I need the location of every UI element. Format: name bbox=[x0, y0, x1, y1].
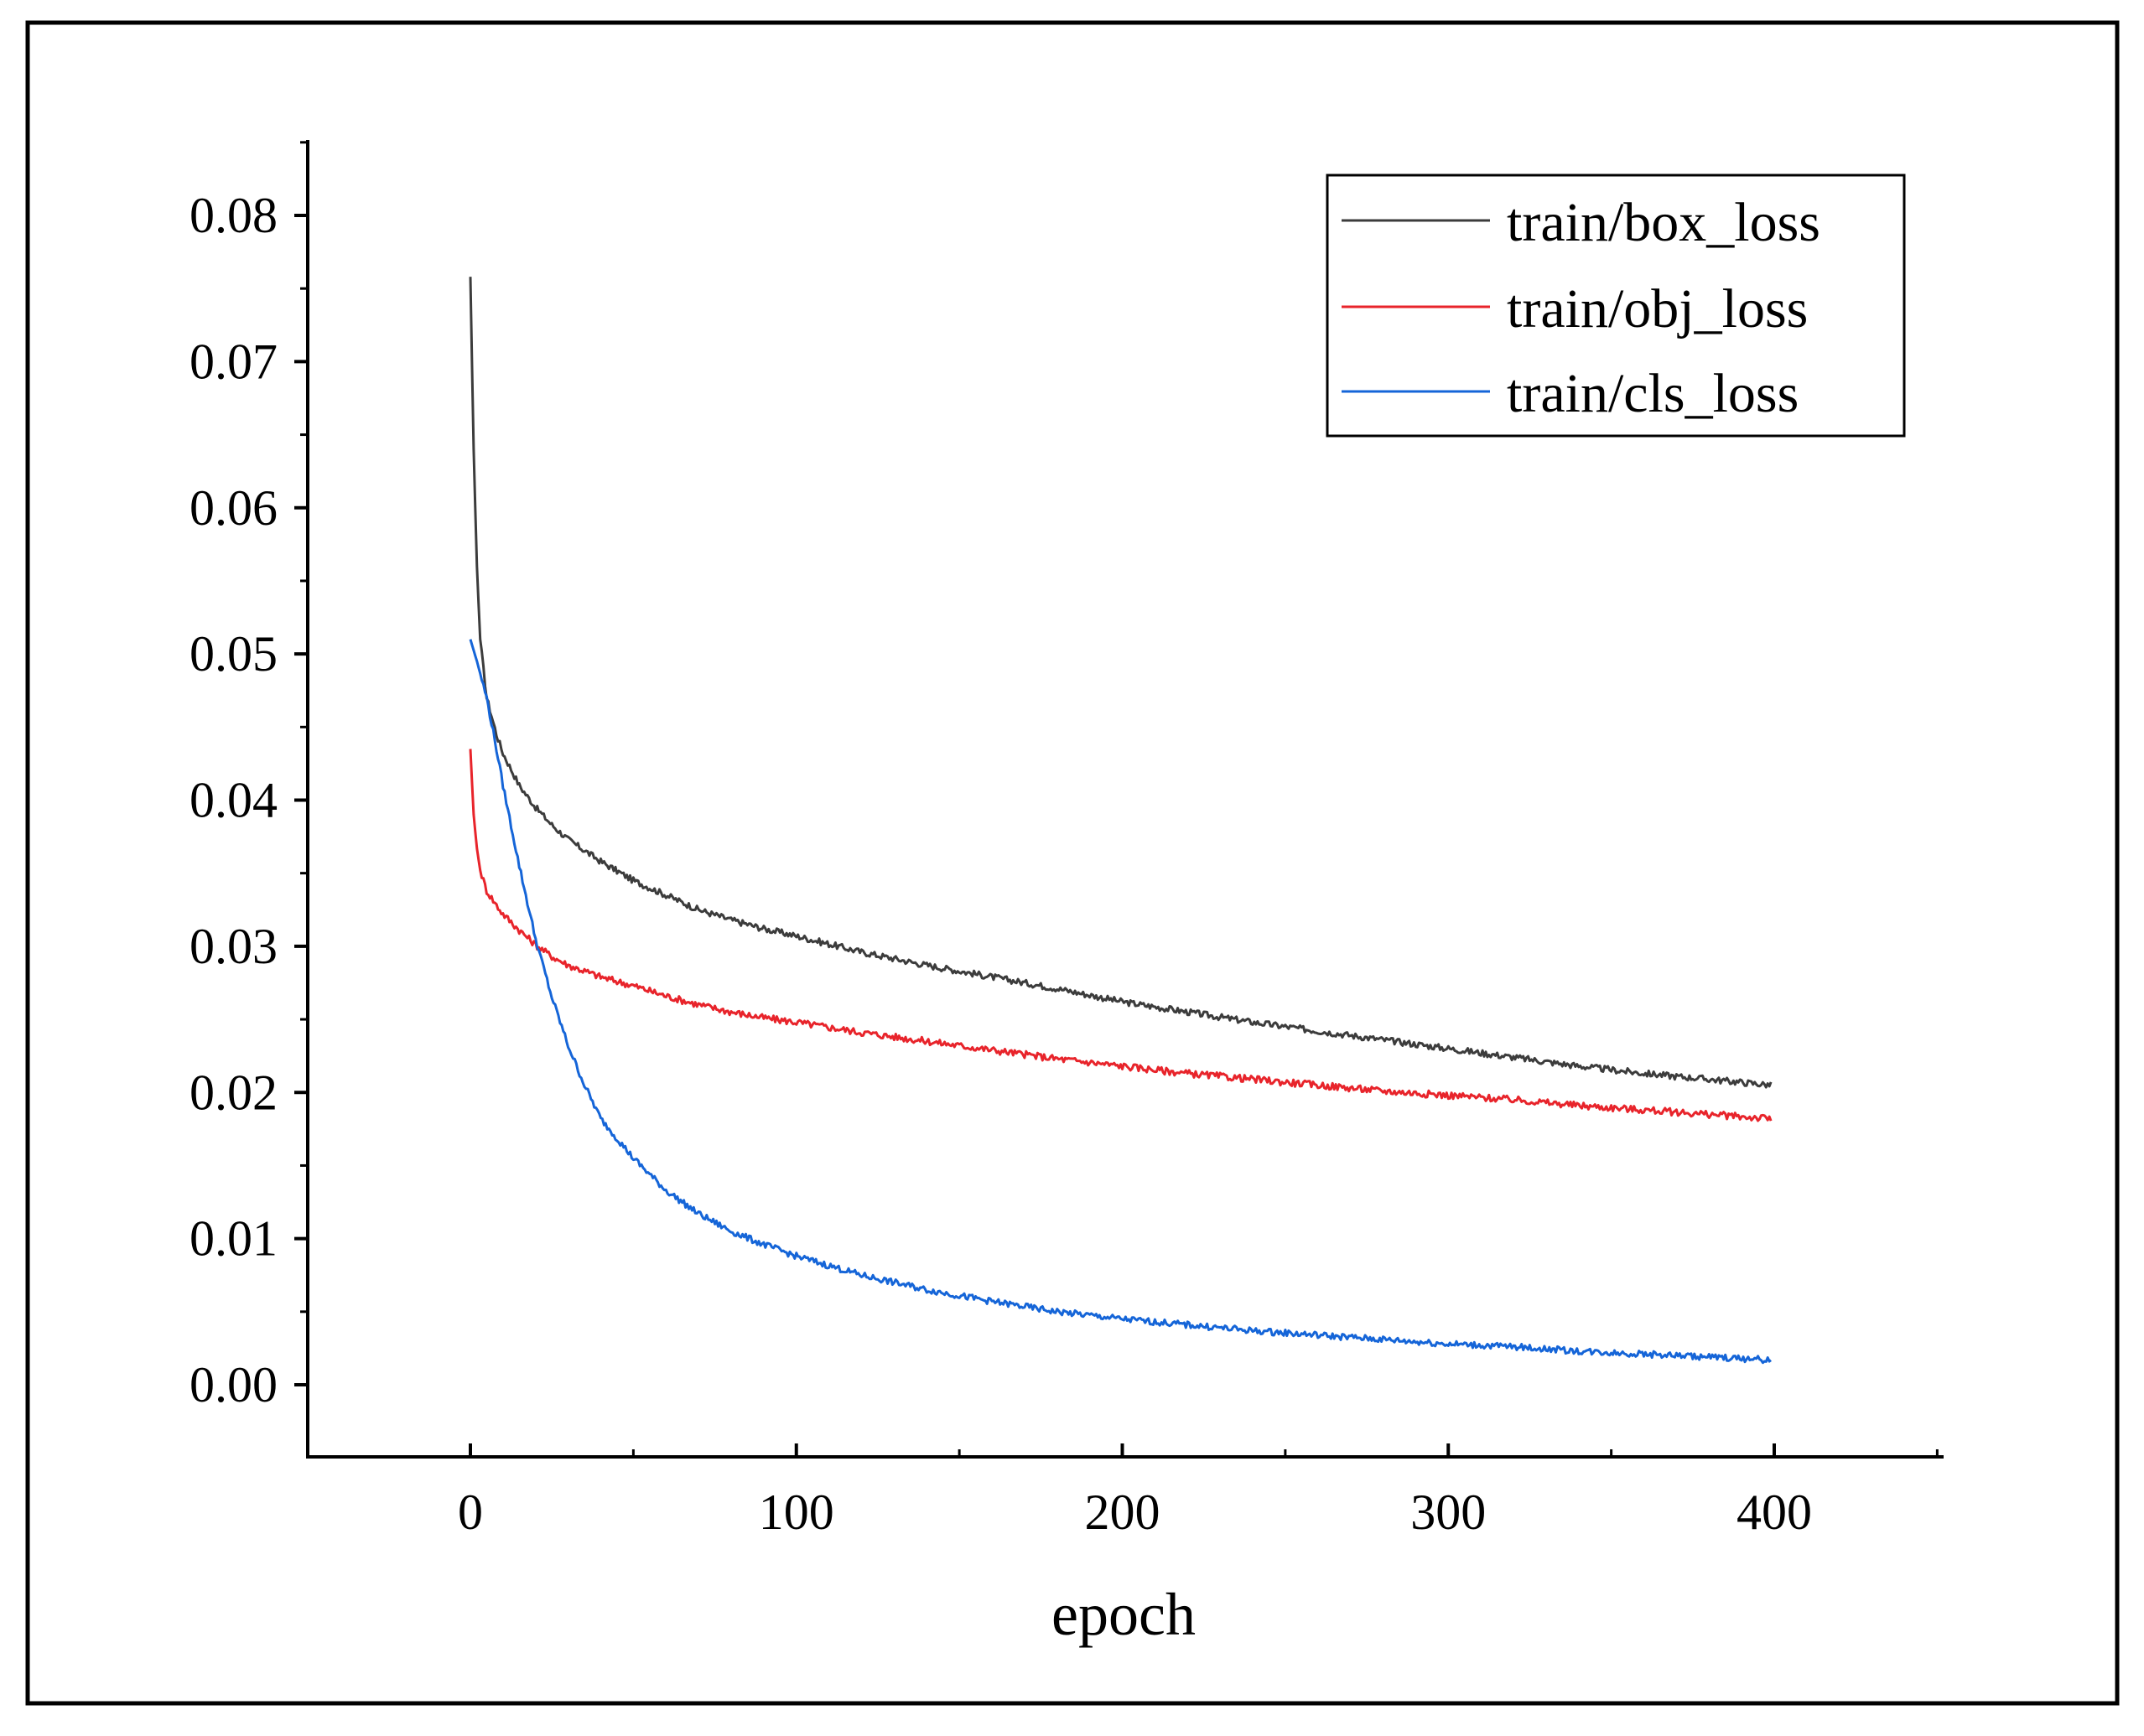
legend-label-cls-loss: train/cls_loss bbox=[1507, 363, 1799, 424]
x-tick-label: 400 bbox=[1736, 1485, 1812, 1540]
y-tick-label: 0.08 bbox=[189, 188, 278, 243]
x-tick-label: 0 bbox=[458, 1485, 483, 1540]
x-ticks: 0 100 200 300 400 bbox=[306, 1443, 1939, 1540]
series-cls-loss bbox=[469, 639, 1772, 1365]
legend-label-box-loss: train/box_loss bbox=[1507, 192, 1820, 253]
y-tick-label: 0.02 bbox=[189, 1065, 278, 1120]
x-axis-title: epoch bbox=[1051, 1581, 1196, 1648]
y-tick-label: 0.06 bbox=[189, 480, 278, 536]
x-tick-label: 200 bbox=[1085, 1485, 1160, 1540]
y-tick-label: 0.07 bbox=[189, 334, 278, 389]
series-layer bbox=[469, 277, 1773, 1365]
y-ticks: 0.00 0.01 0.02 0.03 0.04 0.05 0.06 0.07 0.08 bbox=[189, 141, 308, 1412]
x-tick-label: 300 bbox=[1410, 1485, 1486, 1540]
y-tick-label: 0.03 bbox=[189, 919, 278, 974]
series-box-loss bbox=[469, 277, 1773, 1089]
legend: train/box_loss train/obj_loss train/cls_… bbox=[1326, 174, 1906, 438]
y-tick-label: 0.01 bbox=[189, 1211, 278, 1267]
y-tick-label: 0.05 bbox=[189, 626, 278, 681]
legend-label-obj-loss: train/obj_loss bbox=[1507, 278, 1808, 339]
series-obj-loss bbox=[469, 749, 1773, 1122]
x-tick-label: 100 bbox=[759, 1485, 834, 1540]
y-tick-label: 0.00 bbox=[189, 1357, 278, 1412]
y-tick-label: 0.04 bbox=[189, 773, 278, 828]
figure-frame bbox=[25, 20, 2120, 1706]
